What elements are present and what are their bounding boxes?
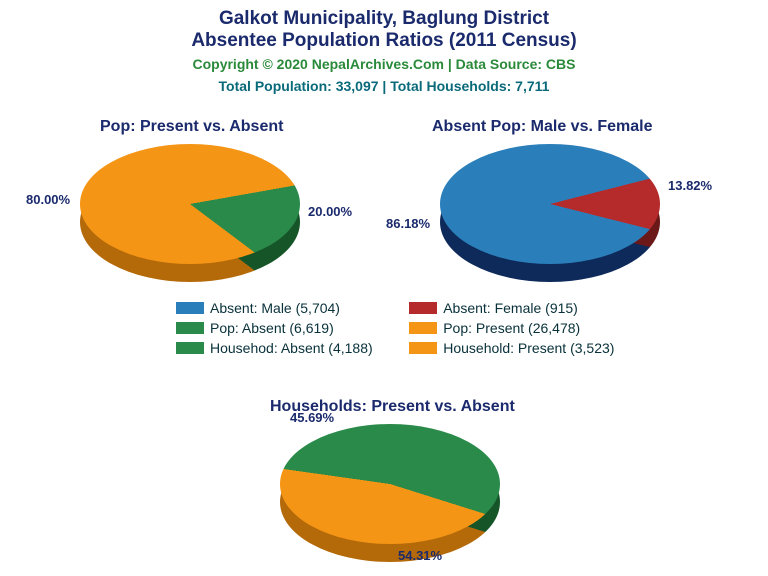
legend: Absent: Male (5,704) Absent: Female (915)…	[176, 300, 614, 356]
legend-item-4: Househod: Absent (4,188)	[176, 340, 381, 356]
legend-swatch	[409, 342, 437, 354]
legend-swatch	[409, 322, 437, 334]
pop-pie	[80, 144, 300, 264]
legend-item-1: Absent: Female (915)	[409, 300, 614, 316]
legend-item-0: Absent: Male (5,704)	[176, 300, 381, 316]
legend-swatch	[176, 322, 204, 334]
hh-label-0: 45.69%	[290, 410, 334, 425]
legend-swatch	[176, 342, 204, 354]
stats-line: Total Population: 33,097 | Total Househo…	[0, 78, 768, 94]
legend-label: Pop: Present (26,478)	[443, 320, 580, 336]
absent-label-1: 13.82%	[668, 178, 712, 193]
hh-pie	[280, 424, 500, 544]
pop-chart-title: Pop: Present vs. Absent	[100, 118, 283, 136]
title-line-2: Absentee Population Ratios (2011 Census)	[0, 30, 768, 52]
pop-label-1: 20.00%	[308, 204, 352, 219]
legend-label: Absent: Female (915)	[443, 300, 578, 316]
legend-label: Absent: Male (5,704)	[210, 300, 340, 316]
legend-swatch	[409, 302, 437, 314]
legend-label: Househod: Absent (4,188)	[210, 340, 373, 356]
title-line-1: Galkot Municipality, Baglung District	[0, 8, 768, 30]
legend-label: Household: Present (3,523)	[443, 340, 614, 356]
legend-item-3: Pop: Present (26,478)	[409, 320, 614, 336]
legend-swatch	[176, 302, 204, 314]
absent-chart-title: Absent Pop: Male vs. Female	[432, 118, 653, 136]
absent-pie	[440, 144, 660, 264]
legend-label: Pop: Absent (6,619)	[210, 320, 334, 336]
pop-label-0: 80.00%	[26, 192, 70, 207]
absent-label-0: 86.18%	[386, 216, 430, 231]
copyright-line: Copyright © 2020 NepalArchives.Com | Dat…	[0, 56, 768, 72]
hh-label-1: 54.31%	[398, 548, 442, 563]
header-block: Galkot Municipality, Baglung District Ab…	[0, 0, 768, 94]
legend-item-5: Household: Present (3,523)	[409, 340, 614, 356]
legend-item-2: Pop: Absent (6,619)	[176, 320, 381, 336]
